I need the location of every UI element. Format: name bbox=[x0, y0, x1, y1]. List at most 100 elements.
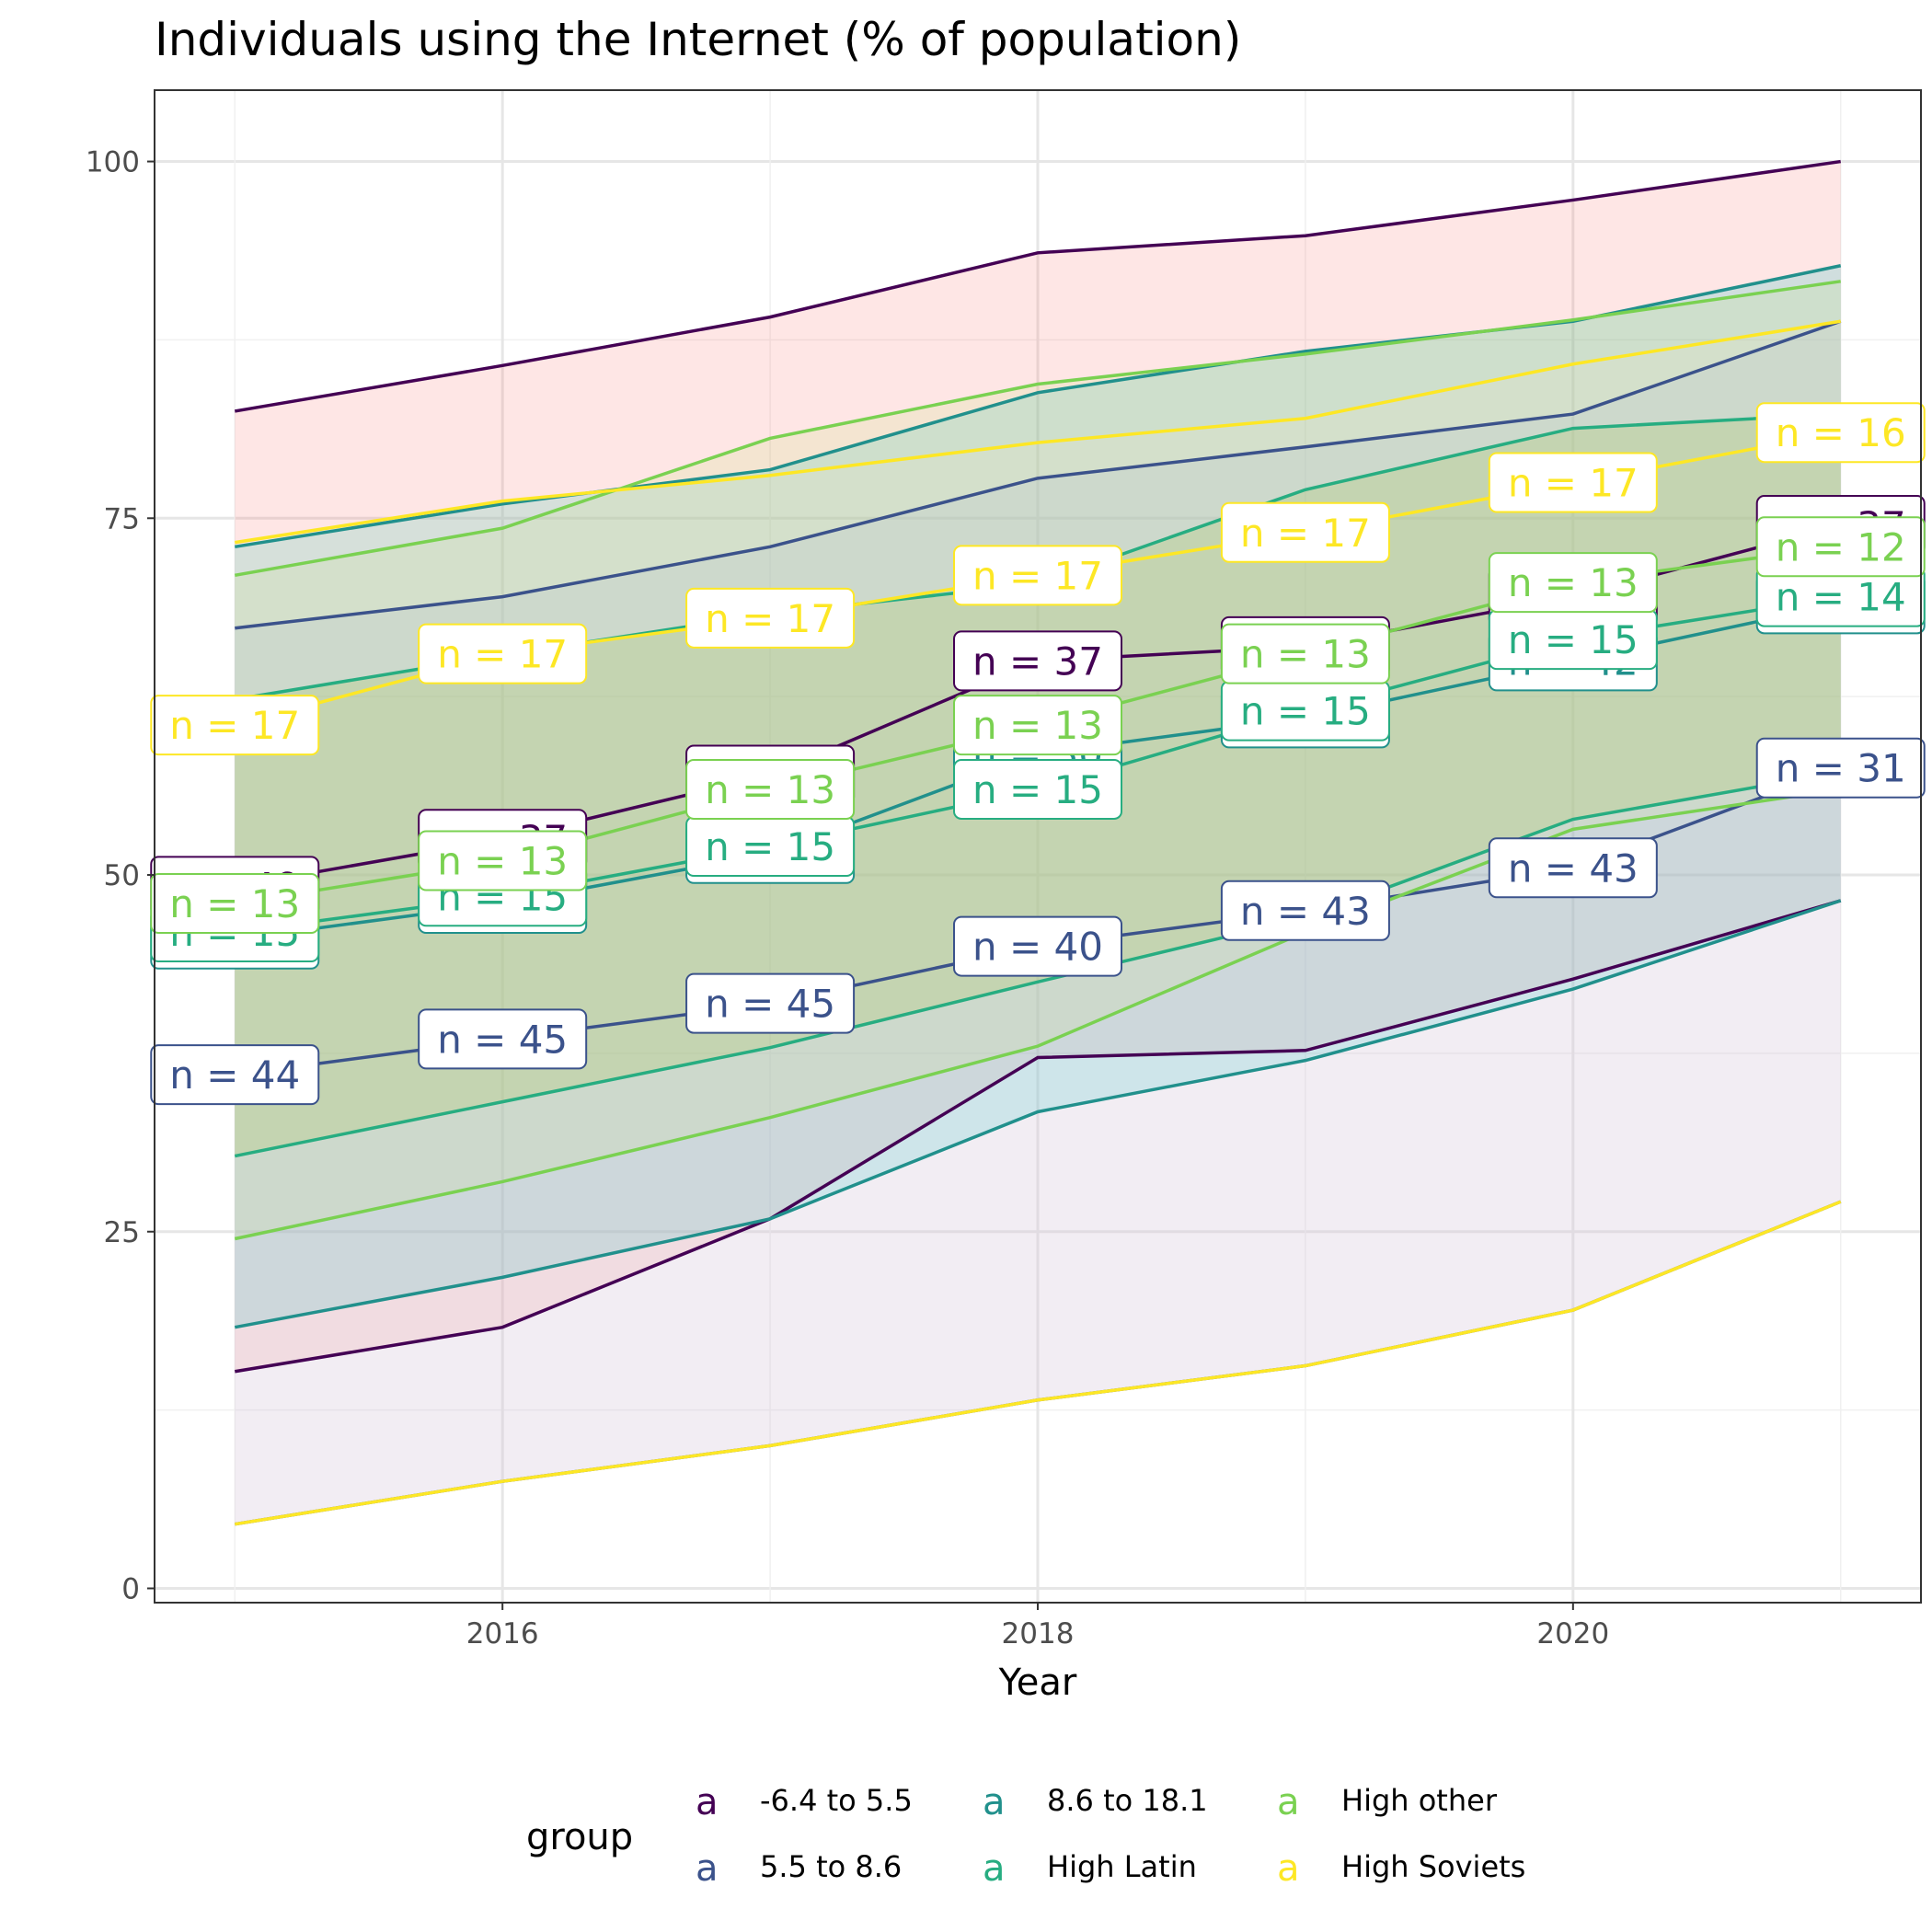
n-label-box bbox=[150, 695, 320, 756]
n-label-text: n = 17 bbox=[705, 596, 835, 641]
n-label: n = 15 bbox=[1488, 609, 1658, 671]
axes: 0 25 50 75 100 2016 2018 2020 bbox=[86, 146, 1609, 1650]
x-axis-title: Year bbox=[998, 1662, 1077, 1704]
n-label: n = 43 bbox=[1220, 880, 1390, 941]
legend-label: High Soviets bbox=[1341, 1849, 1525, 1884]
legend-key: a bbox=[983, 1781, 1006, 1823]
n-label-box bbox=[150, 873, 320, 935]
n-label-box bbox=[1220, 501, 1390, 563]
n-label-text: n = 13 bbox=[1508, 560, 1639, 605]
n-label-text: n = 14 bbox=[1776, 575, 1906, 620]
legend-item-6-4-to-5-5: a -6.4 to 5.5 bbox=[696, 1781, 913, 1823]
n-label-text: n = 17 bbox=[1508, 461, 1639, 506]
n-label-text: n = 45 bbox=[437, 1017, 568, 1062]
n-label: n = 13 bbox=[953, 695, 1122, 756]
legend-key: a bbox=[983, 1847, 1006, 1890]
n-label-box bbox=[150, 1044, 320, 1106]
legend: group a -6.4 to 5.5 a 5.5 to 8.6 a 8.6 to 18.… bbox=[526, 1781, 1525, 1890]
n-label: n = 13 bbox=[1220, 623, 1390, 684]
legend-item-high-other: a High other bbox=[1277, 1781, 1498, 1823]
n-label-text: n = 13 bbox=[169, 881, 300, 926]
legend-title: group bbox=[526, 1816, 633, 1858]
n-label: n = 17 bbox=[1220, 501, 1390, 563]
n-label-text: n = 15 bbox=[1508, 617, 1639, 662]
n-label-box bbox=[953, 630, 1122, 692]
n-label-box bbox=[418, 830, 588, 891]
n-label-text: n = 15 bbox=[972, 767, 1103, 812]
n-label: n = 14 bbox=[1755, 566, 1926, 627]
chart-title: Individuals using the Internet (% of pop… bbox=[155, 13, 1242, 66]
legend-label: 5.5 to 8.6 bbox=[760, 1849, 902, 1884]
n-label-box bbox=[953, 545, 1122, 606]
n-label-box bbox=[1488, 837, 1658, 899]
n-label: n = 37 bbox=[953, 630, 1122, 692]
legend-item-high-latin: a High Latin bbox=[983, 1847, 1197, 1890]
n-label: n = 45 bbox=[418, 1008, 588, 1070]
n-label-text: n = 31 bbox=[1776, 746, 1906, 791]
n-label-text: n = 15 bbox=[1240, 689, 1371, 734]
n-label: n = 15 bbox=[953, 758, 1122, 820]
n-label-box bbox=[1755, 516, 1926, 578]
n-label-text: n = 16 bbox=[1776, 410, 1906, 455]
n-label-box bbox=[1488, 452, 1658, 513]
n-label-text: n = 40 bbox=[972, 925, 1103, 970]
n-label-text: n = 17 bbox=[1240, 511, 1371, 556]
n-label-box bbox=[1755, 737, 1926, 799]
n-label: n = 13 bbox=[1488, 552, 1658, 614]
legend-item-8-6-to-18-1: a 8.6 to 18.1 bbox=[983, 1781, 1208, 1823]
n-label: n = 43 bbox=[1488, 837, 1658, 899]
n-label: n = 13 bbox=[685, 758, 856, 820]
line-upper-high-other bbox=[234, 280, 1841, 578]
legend-label: 8.6 to 18.1 bbox=[1047, 1783, 1208, 1818]
n-label-box bbox=[685, 972, 856, 1034]
legend-label: High Latin bbox=[1047, 1849, 1197, 1884]
n-label-text: n = 43 bbox=[1508, 845, 1639, 891]
n-label: n = 44 bbox=[150, 1044, 320, 1106]
n-label: n = 17 bbox=[1488, 452, 1658, 513]
n-label: n = 16 bbox=[1755, 402, 1926, 464]
legend-label: -6.4 to 5.5 bbox=[760, 1783, 913, 1818]
n-label-text: n = 17 bbox=[169, 703, 300, 748]
n-label: n = 17 bbox=[150, 695, 320, 756]
x-tick-label: 2016 bbox=[466, 1617, 539, 1650]
n-label-box bbox=[1220, 880, 1390, 941]
n-label-box bbox=[953, 758, 1122, 820]
n-label-text: n = 13 bbox=[972, 703, 1103, 748]
n-label-text: n = 45 bbox=[705, 982, 835, 1027]
n-label-box bbox=[685, 758, 856, 820]
line-lower-high-latin bbox=[234, 770, 1842, 1158]
n-label-text: n = 12 bbox=[1776, 524, 1906, 569]
n-label-box bbox=[1220, 623, 1390, 684]
n-label-box bbox=[1488, 552, 1658, 614]
n-label-text: n = 37 bbox=[972, 638, 1103, 684]
line-lower-6-4-to-5-5 bbox=[234, 899, 1842, 1374]
n-label-box bbox=[418, 623, 588, 684]
legend-key: a bbox=[696, 1781, 719, 1823]
n-label: n = 13 bbox=[150, 873, 320, 935]
line-upper-6-4-to-5-5 bbox=[234, 159, 1841, 413]
line-lower-high-other bbox=[234, 788, 1841, 1241]
n-label-text: n = 15 bbox=[705, 824, 835, 869]
n-labels: n = 49n = 37n = 37n = 37n = 37n = 37n = … bbox=[150, 402, 1926, 1106]
n-label-box bbox=[418, 1008, 588, 1070]
y-tick-label: 50 bbox=[104, 859, 140, 892]
y-tick-label: 0 bbox=[121, 1572, 140, 1605]
y-tick-label: 75 bbox=[104, 502, 140, 535]
legend-item-5-5-to-8-6: a 5.5 to 8.6 bbox=[696, 1847, 902, 1890]
n-label-box bbox=[953, 695, 1122, 756]
legend-label: High other bbox=[1341, 1783, 1498, 1818]
n-label: n = 12 bbox=[1755, 516, 1926, 578]
n-label-text: n = 13 bbox=[1240, 632, 1371, 677]
n-label: n = 40 bbox=[953, 915, 1122, 977]
n-label-box bbox=[685, 587, 856, 649]
n-label: n = 17 bbox=[418, 623, 588, 684]
legend-key: a bbox=[1277, 1847, 1300, 1890]
x-tick-label: 2018 bbox=[1002, 1617, 1075, 1650]
line-lower-high-soviets bbox=[234, 1200, 1842, 1526]
line-lower-8-6-to-18-1 bbox=[234, 899, 1842, 1329]
legend-item-high-soviets: a High Soviets bbox=[1277, 1847, 1525, 1890]
line-upper-5-5-to-8-6 bbox=[235, 319, 1842, 630]
n-label: n = 45 bbox=[685, 972, 856, 1034]
n-label-text: n = 44 bbox=[169, 1052, 300, 1098]
